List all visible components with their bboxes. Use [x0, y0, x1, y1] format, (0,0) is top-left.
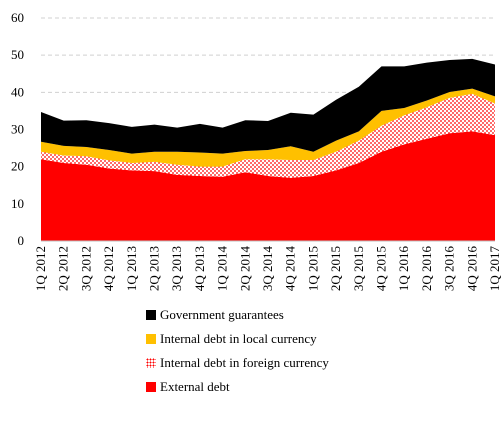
legend-item-internal-debt-local: Internal debt in local currency: [146, 327, 329, 351]
legend-item-internal-debt-foreign: Internal debt in foreign currency: [146, 351, 329, 375]
legend-swatch-government-guarantees: [146, 310, 156, 320]
legend-item-government-guarantees: Government guarantees: [146, 303, 329, 327]
x-tick-label: 3Q 2013: [169, 246, 184, 291]
area-government-guarantees: [41, 58, 495, 154]
y-tick-label: 50: [11, 47, 24, 62]
stacked-area-chart: 0 10 20 30 40 50 60 1Q 2012 2Q 2012 3Q 2012 4Q 201…: [11, 10, 502, 291]
y-tick-label: 20: [11, 159, 24, 174]
y-tick-label: 60: [11, 10, 24, 25]
y-tick-label: 30: [11, 122, 24, 137]
x-tick-label: 1Q 2012: [33, 246, 48, 291]
axes: 0 10 20 30 40 50 60 1Q 2012 2Q 2012 3Q 2012 4Q 201…: [11, 10, 502, 291]
x-tick-label: 2Q 2013: [147, 246, 162, 291]
x-tick-label: 2Q 2012: [56, 246, 71, 291]
x-tick-label: 4Q 2013: [192, 246, 207, 291]
x-tick-label: 3Q 2012: [78, 246, 93, 291]
x-tick-label: 1Q 2014: [215, 246, 230, 292]
x-tick-label: 4Q 2012: [101, 246, 116, 291]
series-areas: [41, 58, 495, 241]
legend-label-internal-debt-local: Internal debt in local currency: [160, 331, 317, 346]
x-tick-label: 1Q 2013: [124, 246, 139, 291]
x-tick-label: 1Q 2016: [396, 246, 411, 292]
legend-swatch-internal-debt-local: [146, 334, 156, 344]
x-tick-label: 2Q 2015: [328, 246, 343, 291]
area-internal-debt-in-foreign-currency: [41, 93, 495, 178]
legend-label-government-guarantees: Government guarantees: [160, 307, 284, 322]
x-tick-label: 4Q 2015: [374, 246, 389, 291]
area-internal-debt-in-local-currency: [41, 88, 495, 167]
legend-swatch-internal-debt-foreign: [146, 358, 156, 368]
x-tick-label: 4Q 2014: [283, 246, 298, 292]
legend: Government guarantees Internal debt in l…: [146, 303, 329, 399]
legend-item-external-debt: External debt: [146, 375, 329, 399]
x-tick-label: 3Q 2016: [442, 246, 457, 292]
legend-label-external-debt: External debt: [160, 379, 230, 394]
y-tick-label: 40: [11, 84, 24, 99]
x-tick-label: 3Q 2014: [260, 246, 275, 292]
x-tick-label: 1Q 2015: [305, 246, 320, 291]
legend-swatch-external-debt: [146, 382, 156, 392]
x-tick-label: 2Q 2014: [237, 246, 252, 292]
legend-label-internal-debt-foreign: Internal debt in foreign currency: [160, 355, 329, 370]
x-tick-label: 2Q 2016: [419, 246, 434, 292]
y-tick-label: 10: [11, 196, 24, 211]
y-tick-label: 0: [18, 233, 25, 248]
area-external-debt: [41, 131, 495, 241]
x-tick-label: 1Q 2017: [487, 246, 502, 292]
x-tick-label: 4Q 2016: [464, 246, 479, 292]
x-tick-label: 3Q 2015: [351, 246, 366, 291]
